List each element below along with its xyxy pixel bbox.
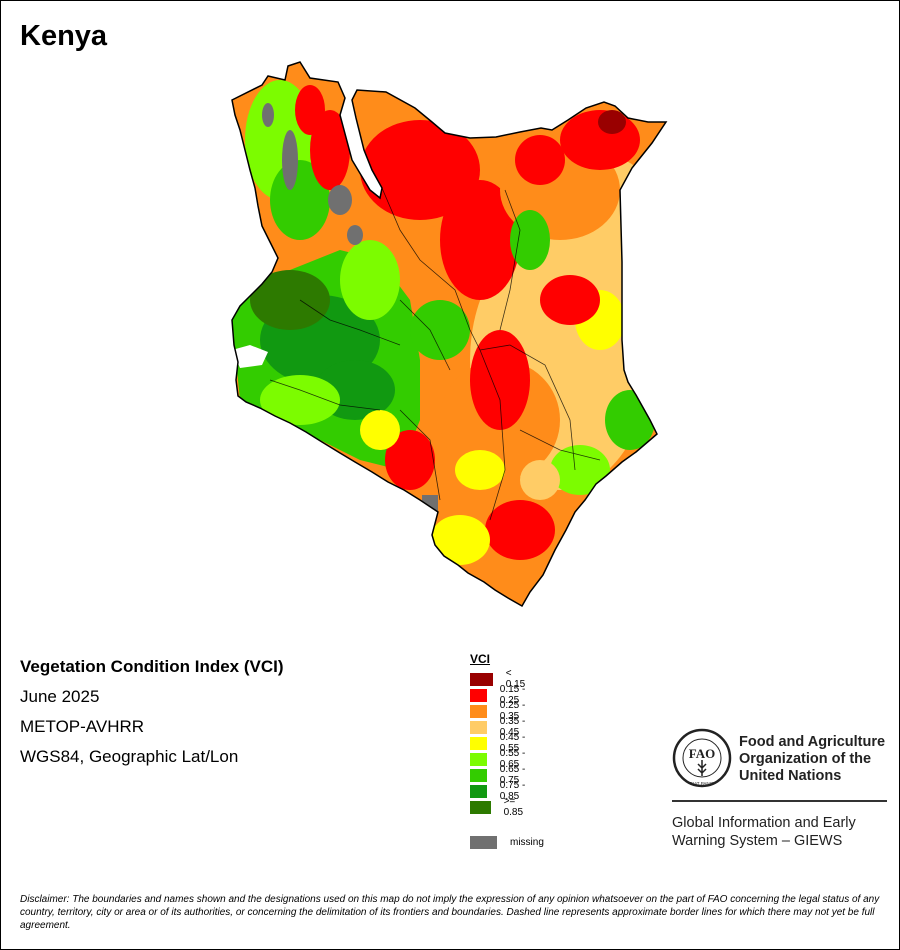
- map-sensor: METOP-AVHRR: [20, 717, 145, 736]
- map-projection: WGS84, Geographic Lat/Lon: [20, 747, 239, 766]
- legend-swatch: [470, 688, 487, 702]
- giews-line: Global Information and Early: [672, 815, 856, 831]
- legend-item: 0.55 - 0.65: [470, 748, 529, 770]
- legend-label: 0.15 - 0.25: [499, 684, 526, 706]
- legend-item: 0.65 - 0.75: [470, 764, 529, 786]
- legend-item: >= 0.85: [470, 796, 529, 818]
- legend-label: 0.35 - 0.45: [499, 716, 526, 738]
- legend-label: < 0.15: [505, 668, 526, 690]
- map-period: June 2025: [20, 687, 100, 706]
- legend-item-missing: missing: [470, 835, 544, 849]
- disclaimer: Disclaimer: The boundaries and names sho…: [20, 893, 880, 932]
- legend-label: 0.65 - 0.75: [499, 764, 526, 786]
- admin-boundaries: [269, 187, 601, 521]
- legend-title: VCI: [470, 652, 491, 666]
- legend-label: 0.75 - 0.85: [499, 780, 526, 802]
- index-name: Vegetation Condition Index (VCI): [20, 657, 284, 676]
- legend-label: 0.45 - 0.55: [499, 732, 526, 754]
- fao-logo-text: FAO: [689, 746, 715, 761]
- legend-swatch: [470, 835, 497, 849]
- giews-line: Warning System – GIEWS: [672, 833, 843, 849]
- legend-swatch: [470, 736, 487, 750]
- legend-item: 0.15 - 0.25: [470, 684, 529, 706]
- legend-swatch: [470, 800, 491, 814]
- vci-legend: VCI < 0.15 0.15 - 0.25 0.25 - 0.35 0.35 …: [470, 652, 544, 849]
- giews-name: Global Information and Early Warning Sys…: [672, 814, 856, 850]
- legend-item: 0.75 - 0.85: [470, 780, 529, 802]
- legend-label: 0.25 - 0.35: [499, 700, 526, 722]
- legend-swatch: [470, 672, 493, 686]
- disclaimer-text: The boundaries and names shown and the d…: [20, 894, 880, 931]
- legend-item: 0.25 - 0.35: [470, 700, 529, 722]
- vci-raster: [232, 62, 666, 606]
- disclaimer-label: Disclaimer:: [20, 894, 70, 905]
- legend-swatch: [470, 784, 487, 798]
- fao-name-line: Organization of the: [739, 751, 872, 767]
- map-title: Kenya: [20, 20, 108, 52]
- fao-logo-icon: FAO FIAT PANIS: [672, 728, 732, 788]
- fao-org-name: Food and Agriculture Organization of the…: [739, 734, 885, 785]
- legend-label: >= 0.85: [503, 796, 524, 818]
- legend-item: 0.45 - 0.55: [470, 732, 529, 754]
- fao-logo-motto: FIAT PANIS: [690, 781, 714, 786]
- legend-swatch: [470, 752, 487, 766]
- fao-name-line: United Nations: [739, 768, 842, 784]
- legend-item: < 0.15: [470, 668, 529, 690]
- legend-label: missing: [510, 836, 544, 848]
- legend-label: 0.55 - 0.65: [499, 748, 526, 770]
- legend-swatch: [470, 768, 487, 782]
- kenya-vci-map: [231, 61, 667, 607]
- legend-swatch: [470, 720, 487, 734]
- divider: [672, 800, 887, 802]
- fao-name-line: Food and Agriculture: [739, 734, 886, 750]
- legend-swatch: [470, 704, 487, 718]
- legend-item: 0.35 - 0.45: [470, 716, 529, 738]
